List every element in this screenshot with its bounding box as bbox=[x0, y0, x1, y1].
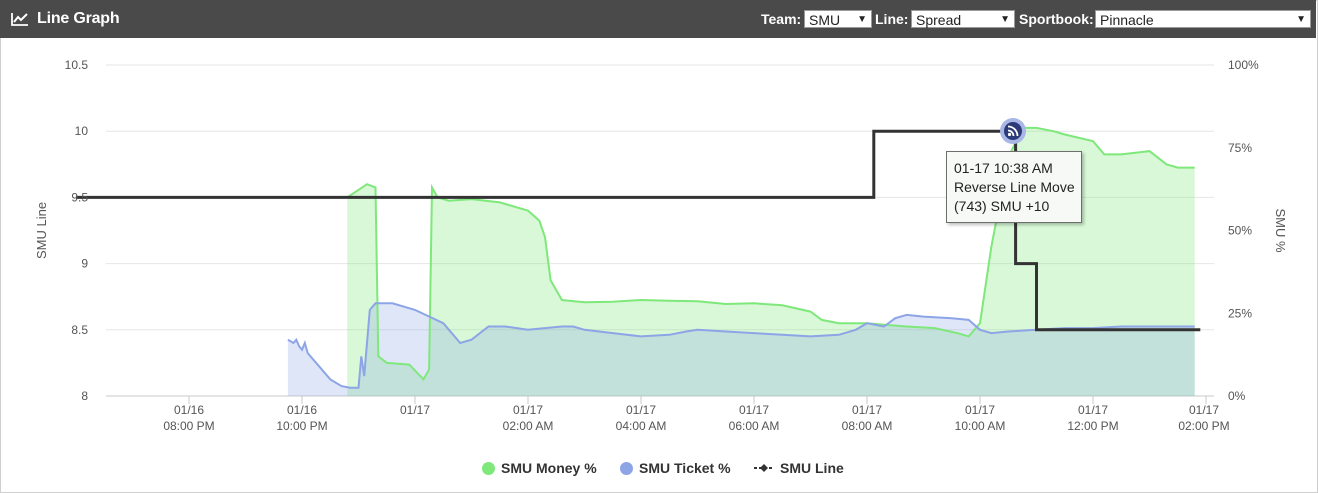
panel-title-text: Line Graph bbox=[37, 10, 120, 27]
y-tick-label: 9 bbox=[81, 257, 88, 271]
money-area bbox=[347, 127, 1195, 397]
legend-label-money: SMU Money % bbox=[501, 460, 597, 476]
tooltip-line-1: 01-17 10:38 AM bbox=[954, 160, 1053, 176]
y-tick-label: 10 bbox=[75, 124, 89, 138]
y2-tick-label: 0% bbox=[1228, 389, 1246, 403]
panel-title: Line Graph bbox=[11, 10, 120, 28]
ticket-area bbox=[287, 303, 1195, 396]
y2-tick-label: 25% bbox=[1228, 306, 1252, 320]
line-label: Line: bbox=[875, 11, 909, 27]
reverse-line-move-marker[interactable] bbox=[1000, 118, 1026, 144]
legend-item-ticket[interactable]: SMU Ticket % bbox=[620, 460, 731, 476]
x-tick-label: 01/17 bbox=[513, 403, 543, 417]
x-tick-label: 06:00 AM bbox=[729, 419, 780, 433]
y-tick-label: 8 bbox=[81, 389, 88, 403]
triangle-down-icon: ▼ bbox=[1000, 14, 1010, 25]
team-select[interactable]: SMU ▼ bbox=[804, 10, 872, 28]
x-tick-label: 08:00 PM bbox=[163, 419, 214, 433]
x-tick-label: 01/16 bbox=[174, 403, 204, 417]
line-graph-chart: 8 8.5 9 9.5 10 10.5 0% 25% 50% 75% 100% SMU Line SMU… bbox=[34, 58, 1288, 433]
money-series-line bbox=[346, 126, 1195, 382]
y-tick-label: 10.5 bbox=[65, 58, 89, 72]
line-select[interactable]: Spread ▼ bbox=[911, 10, 1015, 28]
x-tick-label: 01/16 bbox=[287, 403, 317, 417]
team-select-value: SMU bbox=[809, 12, 841, 28]
legend-marker-line bbox=[754, 464, 774, 472]
x-tick-label: 01/17 bbox=[626, 403, 656, 417]
y-tick-label: 8.5 bbox=[71, 323, 88, 337]
y-tick-label: 9.5 bbox=[71, 190, 88, 204]
y-axis-title: SMU Line bbox=[34, 202, 49, 259]
triangle-down-icon: ▼ bbox=[857, 14, 867, 25]
x-tick-label: 10:00 AM bbox=[955, 419, 1006, 433]
legend-marker-money bbox=[482, 461, 495, 475]
line-select-value: Spread bbox=[916, 12, 962, 28]
line-chart-icon bbox=[11, 13, 28, 26]
legend-item-money[interactable]: SMU Money % bbox=[482, 460, 597, 476]
y2-tick-label: 50% bbox=[1228, 224, 1252, 238]
x-tick-label: 01/17 bbox=[1078, 403, 1108, 417]
panel-header: Line Graph Team: SMU ▼ Line: Spread ▼ Sp… bbox=[0, 0, 1316, 38]
x-tick-label: 02:00 AM bbox=[503, 419, 554, 433]
legend-item-line[interactable]: SMU Line bbox=[754, 460, 844, 476]
legend-label-ticket: SMU Ticket % bbox=[639, 460, 731, 476]
y2-axis-title: SMU % bbox=[1273, 208, 1288, 253]
y2-tick-label: 75% bbox=[1228, 141, 1252, 155]
x-tick-label: 01/17 bbox=[400, 403, 430, 417]
ticket-series-line bbox=[287, 302, 1195, 389]
x-tick-label: 01/17 bbox=[852, 403, 882, 417]
x-tick-label: 01/17 bbox=[965, 403, 995, 417]
chart-tooltip: 01-17 10:38 AM Reverse Line Move (743) S… bbox=[946, 151, 1082, 223]
x-tick-label: 02:00 PM bbox=[1178, 419, 1229, 433]
triangle-down-icon: ▼ bbox=[1296, 14, 1306, 25]
tooltip-line-3: (743) SMU +10 bbox=[954, 198, 1050, 214]
chart-legend: SMU Money % SMU Ticket % SMU Line bbox=[0, 460, 1316, 480]
legend-marker-ticket bbox=[620, 461, 633, 475]
x-tick-label: 01/17 bbox=[739, 403, 769, 417]
rss-icon bbox=[1004, 122, 1022, 140]
x-tick-label: 12:00 PM bbox=[1067, 419, 1118, 433]
x-tick-label: 08:00 AM bbox=[842, 419, 893, 433]
sportsbook-select[interactable]: Pinnacle ▼ bbox=[1095, 10, 1311, 28]
team-label: Team: bbox=[761, 11, 802, 27]
legend-label-line: SMU Line bbox=[780, 460, 844, 476]
y2-tick-label: 100% bbox=[1228, 58, 1259, 72]
sportsbook-select-value: Pinnacle bbox=[1100, 12, 1154, 28]
x-tick-label: 04:00 AM bbox=[616, 419, 667, 433]
sportsbook-label: Sportbook: bbox=[1019, 11, 1094, 27]
x-tick-label: 01/17 bbox=[1189, 403, 1219, 417]
tooltip-line-2: Reverse Line Move bbox=[954, 179, 1075, 195]
x-tick-label: 10:00 PM bbox=[276, 419, 327, 433]
